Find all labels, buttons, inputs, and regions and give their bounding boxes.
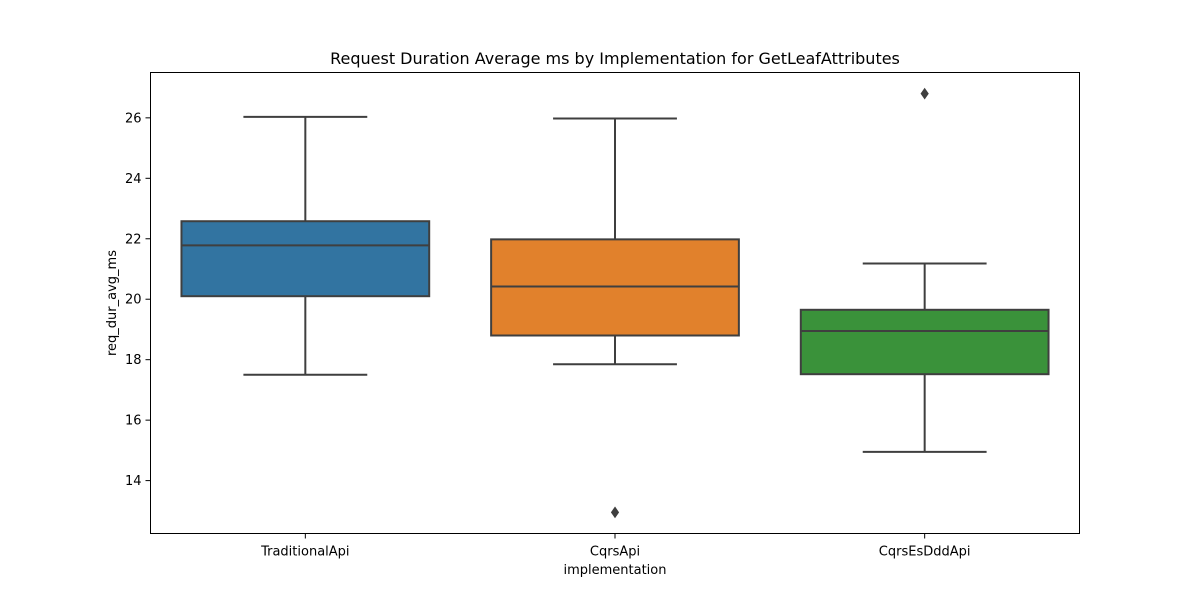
y-tick-label: 16 — [125, 414, 142, 429]
x-tick-label: CqrsEsDddApi — [879, 545, 971, 560]
x-axis-label: implementation — [563, 563, 666, 578]
y-axis-label: req_dur_avg_ms — [105, 250, 120, 356]
box-group-cqrsesdddapi — [799, 87, 1050, 453]
boxes-layer — [180, 87, 1050, 519]
x-axis: TraditionalApi CqrsApi CqrsEsDddApi — [260, 533, 971, 560]
x-tick-label: TraditionalApi — [260, 545, 349, 560]
y-tick-label: 26 — [125, 111, 142, 126]
y-axis: 14 16 18 20 22 24 26 — [125, 111, 151, 489]
box-group-cqrsapi — [490, 117, 740, 519]
chart-title: Request Duration Average ms by Implement… — [330, 49, 900, 68]
outlier-point — [920, 87, 929, 100]
y-tick-label: 24 — [125, 172, 142, 187]
x-tick-label: CqrsApi — [590, 545, 640, 560]
box-group-traditionalapi — [180, 115, 431, 376]
outlier-point — [610, 506, 620, 519]
y-tick-label: 20 — [125, 293, 142, 308]
y-tick-label: 22 — [125, 232, 142, 247]
y-tick-label: 14 — [125, 474, 142, 489]
box-iqr — [180, 220, 431, 298]
box-iqr — [799, 308, 1050, 376]
y-tick-label: 18 — [125, 353, 142, 368]
